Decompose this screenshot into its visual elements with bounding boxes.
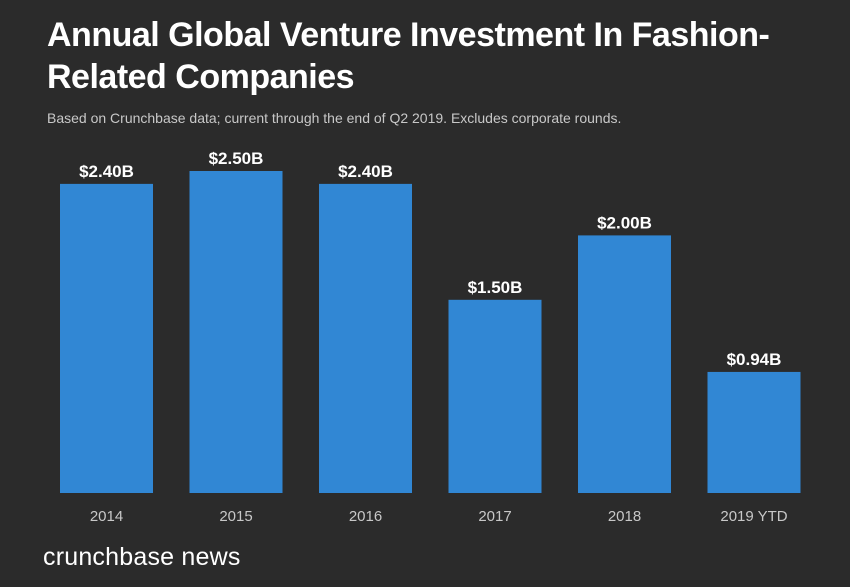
bar-value-label: $2.00B (597, 213, 652, 232)
bar-value-label: $0.94B (727, 350, 782, 369)
bar-2016 (319, 183, 412, 493)
bar-value-label: $1.50B (468, 278, 523, 297)
x-tick-label: 2014 (90, 508, 123, 525)
bars-layer: $2.40B 2014 $2.50B 2015 $2.40B 2016 $1.50B 2017… (60, 149, 801, 525)
x-tick-label: 2019 YTD (720, 508, 787, 525)
bar-value-label: $2.50B (209, 149, 264, 168)
bar-2015 (189, 171, 283, 493)
bar-2019-ytd (707, 371, 801, 493)
chart-title: Annual Global Venture Investment In Fash… (47, 16, 770, 96)
x-tick-label: 2017 (478, 508, 511, 525)
bar-value-label: $2.40B (79, 162, 134, 181)
bar-2018 (578, 235, 671, 493)
x-tick-label: 2018 (608, 508, 641, 525)
bar-2017 (448, 299, 542, 493)
bar-2014 (60, 183, 153, 493)
crunchbase-news-logo: crunchbase news (43, 543, 241, 571)
bar-value-label: $2.40B (338, 162, 393, 181)
x-tick-label: 2016 (349, 508, 382, 525)
chart-subtitle: Based on Crunchbase data; current throug… (47, 110, 622, 126)
x-tick-label: 2015 (219, 508, 252, 525)
